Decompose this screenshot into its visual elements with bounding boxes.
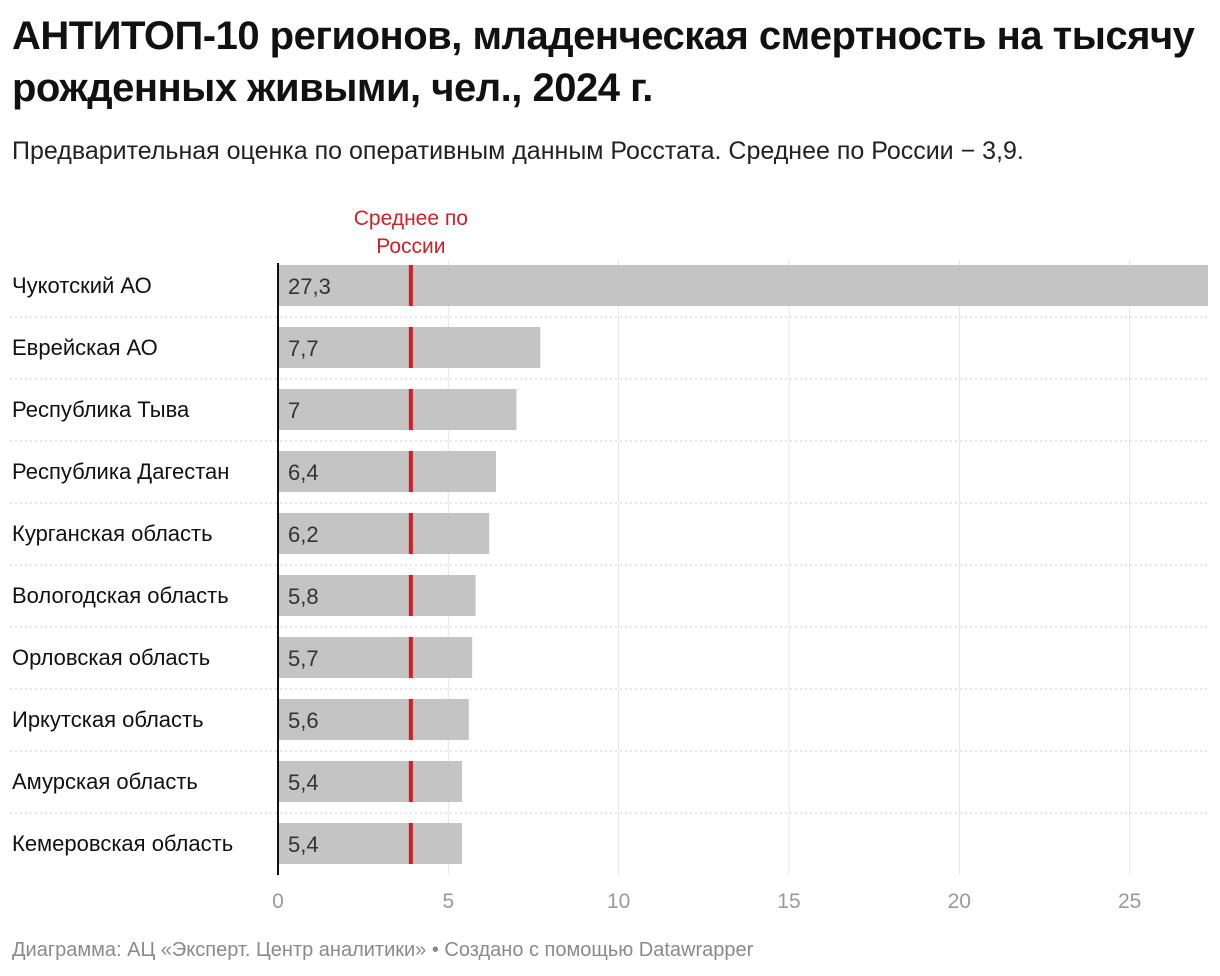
- x-tick-label: 15: [777, 890, 800, 913]
- category-label: Чукотский АО: [12, 273, 152, 298]
- x-axis-ticks: 0 5 10 15 20 25: [272, 890, 1141, 913]
- category-label: Кемеровская область: [12, 831, 233, 856]
- bar: [278, 265, 1208, 306]
- category-label: Еврейская АО: [12, 335, 158, 360]
- bar: [278, 513, 490, 554]
- value-label: 7,7: [288, 336, 319, 361]
- value-label: 7: [288, 398, 300, 423]
- chart-title: АНТИТОП-10 регионов, младенческая смертн…: [12, 14, 1195, 110]
- bar: [278, 761, 462, 802]
- category-labels: Чукотский АО Еврейская АО Республика Тыва Р…: [12, 273, 233, 856]
- category-label: Республика Дагестан: [12, 459, 229, 484]
- category-label: Орловская область: [12, 645, 210, 670]
- category-label: Вологодская область: [12, 583, 229, 608]
- reference-line-group: Среднее по России: [354, 207, 468, 864]
- category-label: Амурская область: [12, 769, 198, 794]
- x-tick-label: 5: [442, 890, 454, 913]
- bars: [278, 265, 1208, 864]
- value-label: 5,7: [288, 646, 319, 671]
- bar: [278, 575, 476, 616]
- x-tick-label: 0: [272, 890, 284, 913]
- value-label: 6,4: [288, 460, 319, 485]
- reference-line-label: Среднее по: [354, 207, 468, 230]
- value-labels: 27,3 7,7 7 6,4 6,2 5,8 5,7 5,6 5,4 5,4: [288, 274, 331, 857]
- value-label: 5,4: [288, 770, 319, 795]
- value-label: 5,8: [288, 584, 319, 609]
- category-label: Республика Тыва: [12, 397, 190, 422]
- value-label: 5,6: [288, 708, 319, 733]
- x-tick-label: 25: [1118, 890, 1141, 913]
- x-tick-label: 20: [948, 890, 971, 913]
- category-label: Иркутская область: [12, 707, 204, 732]
- value-label: 6,2: [288, 522, 319, 547]
- category-label: Курганская область: [12, 521, 213, 546]
- value-label: 5,4: [288, 832, 319, 857]
- bar: [278, 637, 473, 678]
- bar: [278, 451, 497, 492]
- bar: [278, 823, 462, 864]
- chart-subtitle: Предварительная оценка по оперативным да…: [12, 137, 1024, 165]
- footer-credit: Диаграмма: АЦ «Эксперт. Центр аналитики»…: [12, 939, 754, 961]
- reference-line-label: России: [376, 235, 445, 258]
- value-label: 27,3: [288, 274, 331, 299]
- bar: [278, 699, 469, 740]
- bar-chart: Чукотский АО Еврейская АО Республика Тыва Р…: [10, 207, 1208, 913]
- x-tick-label: 10: [607, 890, 630, 913]
- bar: [278, 389, 517, 430]
